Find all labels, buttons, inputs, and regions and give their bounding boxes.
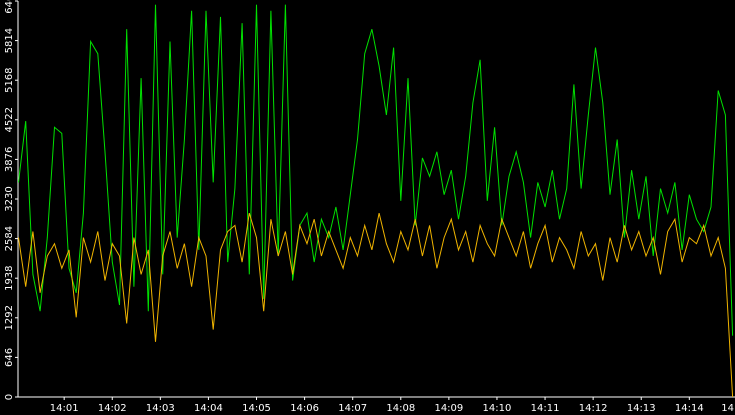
x-tick-label: 14:13 [627,403,656,414]
y-tick-label: 6460 [4,0,15,14]
y-tick-label: 4522 [4,107,15,132]
x-tick-label: 14:02 [98,403,127,414]
y-tick-label: 5168 [4,67,15,92]
x-tick-label: 14:01 [50,403,79,414]
y-tick-label: 1292 [4,305,15,330]
x-tick-label: 14 [721,403,734,414]
x-tick-label: 14:04 [194,403,223,414]
y-tick-label: 2584 [4,226,15,251]
y-tick-label: 1938 [4,265,15,290]
x-tick-label: 14:06 [290,403,319,414]
data-line [18,4,734,336]
y-tick-label: 646 [4,348,15,367]
x-tick-label: 14:08 [386,403,415,414]
x-tick-label: 14:10 [483,403,512,414]
x-tick-label: 14:14 [675,403,704,414]
y-tick-label: 0 [4,394,15,400]
x-tick-label: 14:09 [434,403,463,414]
data-line [18,212,734,398]
x-tick-label: 14:05 [242,403,271,414]
x-tick-label: 14:07 [338,403,367,414]
x-tick-label: 14:03 [146,403,175,414]
y-tick-label: 3230 [4,186,15,211]
x-tick-label: 14:11 [531,403,560,414]
x-tick-label: 14:12 [579,403,608,414]
y-tick-label: 5814 [4,28,15,53]
y-tick-label: 3876 [4,147,15,172]
